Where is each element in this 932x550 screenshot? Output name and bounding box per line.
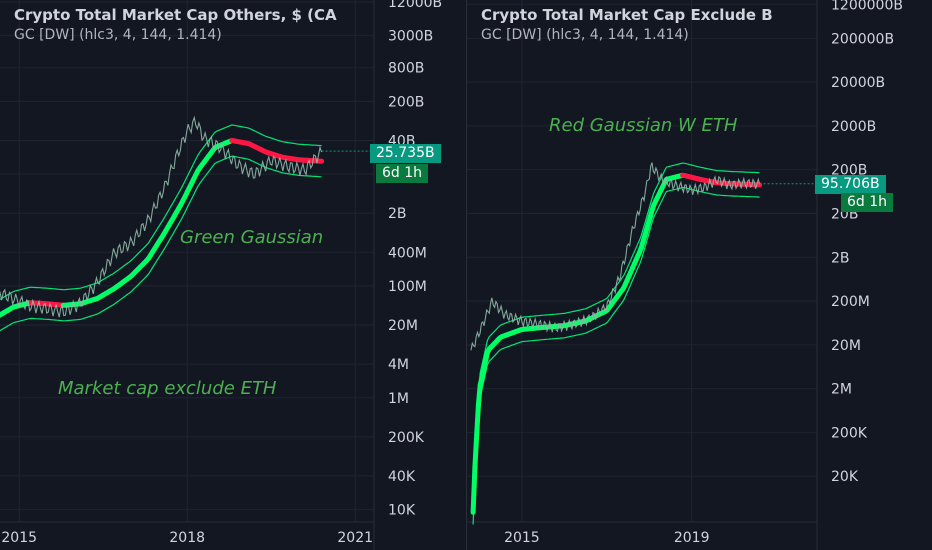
last-price-tag-left: 25.735B [370,144,441,163]
chart-left-canvas[interactable]: 12000B3000B800B200B40B102B400M100M20M4M1… [0,0,466,550]
y-tick-label: 4M [388,357,409,373]
indicator-label-right[interactable]: GC [DW] (hlc3, 4, 144, 1.414) [481,27,689,43]
chart-annotation-left: Green Gaussian [180,227,323,248]
chart-annotation-left: Market cap exclude ETH [58,378,277,399]
x-tick-label: 2015 [1,530,37,546]
y-tick-label: 200000B [831,31,894,47]
x-tick-label: 2021 [337,530,373,546]
chart-title-right: Crypto Total Market Cap Exclude B [481,6,773,24]
y-tick-label: 12000B [388,0,442,11]
gaussian-lower-band [472,186,760,525]
y-tick-label: 200B [388,94,424,110]
last-price-tag-right: 95.706B [815,175,886,194]
y-tick-label: 2B [388,206,407,222]
y-tick-label: 200M [831,294,870,310]
y-tick-label: 100M [388,279,427,295]
pane-divider[interactable] [466,0,467,550]
gaussian-mid-segment [470,464,478,515]
y-tick-label: 200B [831,163,867,179]
chart-title-left: Crypto Total Market Cap Others, $ (CA [14,6,337,24]
chart-pane-right[interactable]: 1200000B 200000B 20000B 2000B 200B 20B 2B 200M 2… [467,0,932,550]
y-tick-label: 200K [388,430,425,446]
x-tick-label: 2015 [504,530,540,546]
y-tick-label: 2M [831,382,852,398]
y-tick-label: 1200000B [831,0,903,13]
countdown-tag-left: 6d 1h [376,164,429,183]
chart-annotation-right: Red Gaussian W ETH [549,115,738,136]
y-tick-label: 20K [831,469,859,485]
x-tick-label: 2018 [169,530,205,546]
y-tick-label: 20000B [831,75,885,91]
y-tick-label: 20M [831,338,861,354]
price-series-line [0,115,323,318]
countdown-tag-right: 6d 1h [841,193,894,212]
y-tick-label: 800B [388,61,424,77]
chart-pane-left[interactable]: 12000B3000B800B200B40B102B400M100M20M4M1… [0,0,466,550]
y-tick-label: 40K [388,469,416,485]
y-tick-label: 2B [831,250,850,266]
x-tick-label: 2019 [674,530,710,546]
price-series-line [470,162,761,351]
chart-right-canvas[interactable]: 1200000B200000B20000B2000B200B20B2B200M2… [467,0,932,550]
y-tick-label: 20M [388,318,418,334]
y-tick-label: 10K [388,503,416,519]
gaussian-mid-segment [475,382,483,408]
y-tick-label: 400M [388,245,427,261]
gaussian-mid-segment [474,402,481,438]
gaussian-mid-segment [472,432,480,470]
indicator-label-left[interactable]: GC [DW] (hlc3, 4, 144, 1.414) [14,27,222,43]
y-tick-label: 2000B [831,119,876,135]
y-tick-label: 3000B [388,29,433,45]
y-tick-label: 1M [388,391,409,407]
gaussian-upper-band [0,124,322,301]
y-tick-label: 200K [831,425,868,441]
